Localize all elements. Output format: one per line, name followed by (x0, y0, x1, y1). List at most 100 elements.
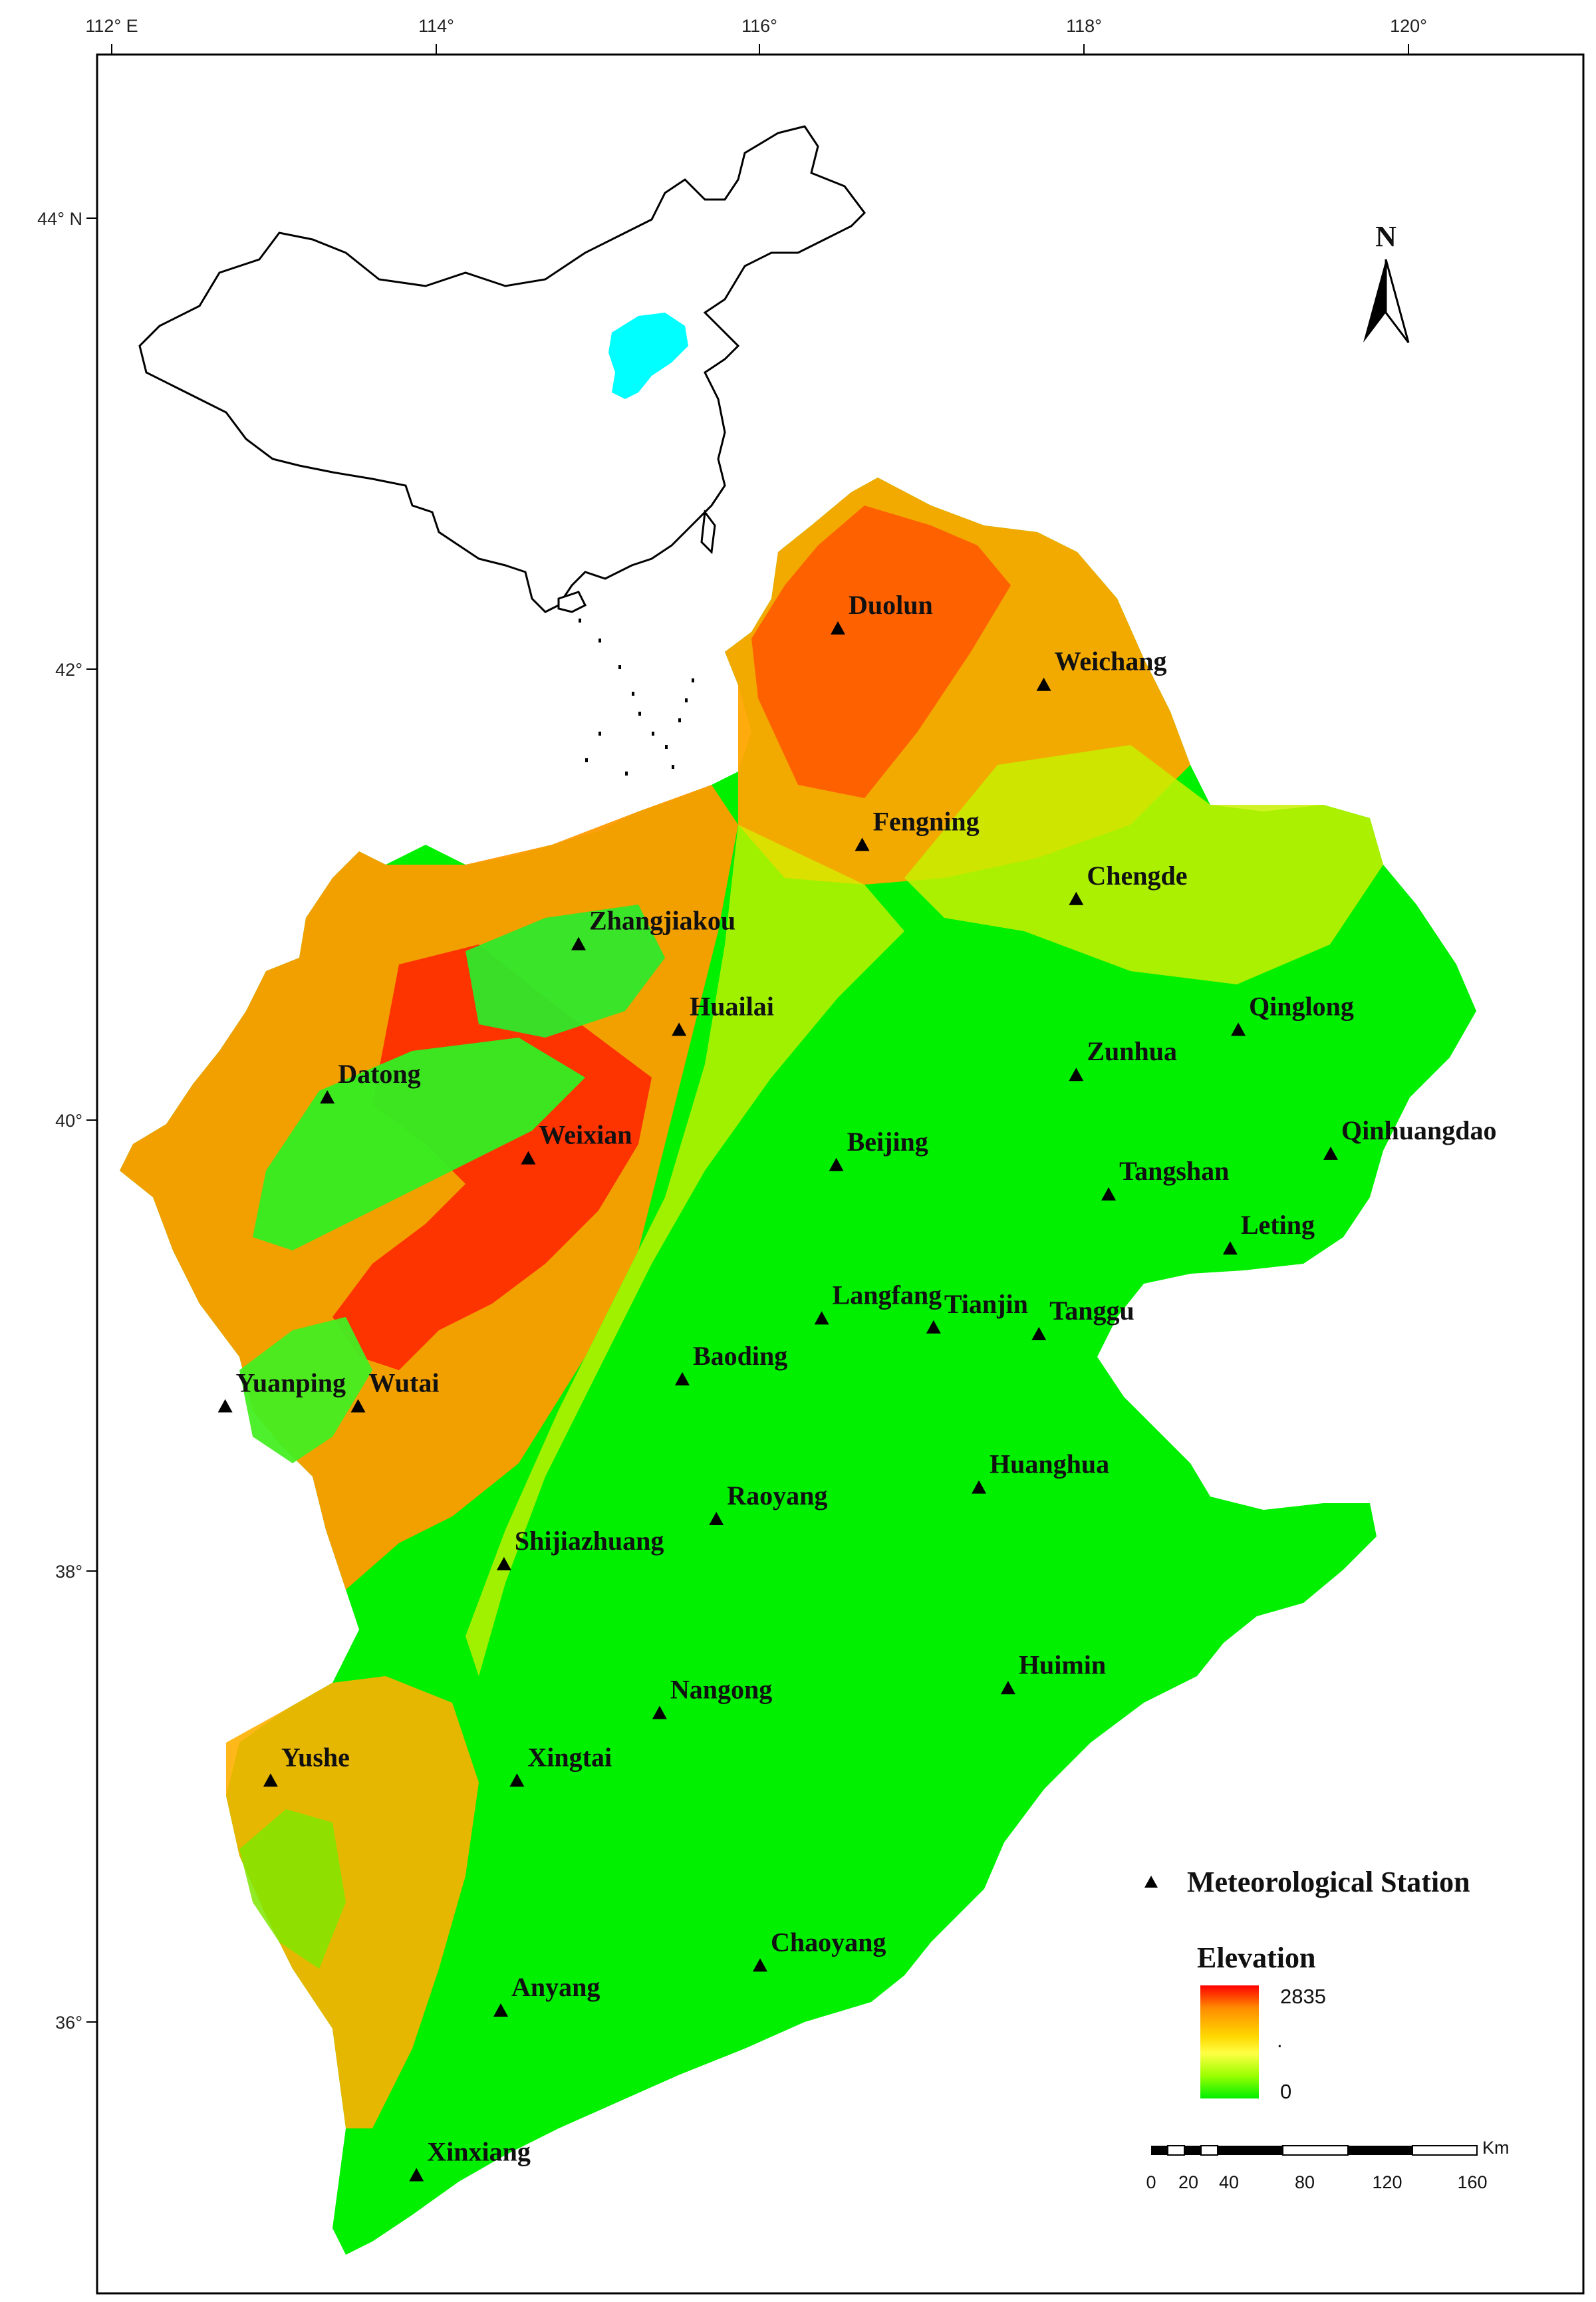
station-zhangjiakou: Zhangjiakou (571, 906, 735, 950)
elevation-raster (120, 478, 1476, 2255)
station-fengning: Fengning (855, 806, 980, 851)
scale-segment (1348, 2146, 1412, 2155)
station-raoyang: Raoyang (709, 1481, 827, 1526)
station-marker-icon (521, 1151, 536, 1165)
station-label: Datong (338, 1059, 420, 1089)
stations-layer: Duolun Weichang Fengning Chengde Zhangjiakou… (217, 590, 1496, 2182)
station-marker-icon (509, 1773, 525, 1787)
scale-segment (1151, 2146, 1168, 2155)
station-label: Duolun (849, 590, 933, 620)
scale-segment (1412, 2145, 1478, 2156)
scale-label: 40 (1219, 2172, 1239, 2192)
station-beijing: Beijing (829, 1127, 928, 1171)
station-label: Raoyang (727, 1481, 827, 1511)
station-label: Tianjin (944, 1289, 1028, 1319)
station-zunhua: Zunhua (1069, 1036, 1177, 1081)
station-weichang: Weichang (1036, 647, 1167, 691)
terrain-transition-ne (904, 745, 1383, 984)
elevation-color-ramp (1200, 1985, 1259, 2098)
station-label: Tanggu (1049, 1296, 1134, 1326)
scale-label: 120 (1372, 2172, 1402, 2192)
scale-segment (1200, 2145, 1218, 2156)
station-marker-icon (1231, 1022, 1246, 1036)
longitude-label: 114° (418, 16, 454, 36)
station-datong: Datong (320, 1059, 421, 1104)
station-label: Chaoyang (771, 1927, 886, 1957)
scale-segment (1282, 2145, 1349, 2156)
station-marker-icon (753, 1958, 767, 1972)
north-arrow-icon-right (1385, 259, 1410, 343)
latitude-label: 42° (55, 660, 82, 680)
longitude-labels: 112° E 114° 116° 118° 120° (85, 16, 1427, 36)
inset-study-area (608, 313, 688, 399)
north-arrow-icon (1363, 259, 1386, 343)
scale-label: 20 (1178, 2172, 1198, 2192)
station-huimin: Huimin (1000, 1650, 1106, 1695)
station-label: Xingtai (527, 1742, 612, 1772)
station-label: Shijiazhuang (515, 1526, 664, 1556)
station-qinglong: Qinglong (1231, 991, 1354, 1036)
longitude-label: 118° (1066, 16, 1102, 36)
station-shijiazhuang: Shijiazhuang (496, 1526, 664, 1570)
station-label: Anyang (511, 1972, 600, 2002)
station-huanghua: Huanghua (972, 1449, 1109, 1494)
station-marker-icon (1323, 1146, 1338, 1160)
terrain-peak-north (751, 505, 1011, 798)
legend: Meteorological Station Elevation 2835 . … (1144, 1866, 1470, 2103)
station-marker-icon (831, 621, 845, 635)
station-marker-icon (855, 837, 870, 851)
station-label: Langfang (833, 1280, 942, 1310)
station-marker-icon (1036, 677, 1051, 691)
map-frame (96, 53, 1585, 2295)
station-label: Huailai (690, 991, 774, 1021)
station-marker-icon (675, 1371, 690, 1385)
china-inset (138, 125, 866, 776)
station-label: Yushe (281, 1742, 350, 1772)
station-marker-icon (1069, 1068, 1084, 1081)
longitude-label: 120° (1390, 16, 1427, 36)
station-legend-label: Meteorological Station (1187, 1866, 1470, 1898)
terrain-yuanping-valley (239, 1317, 372, 1463)
station-marker-icon (493, 2003, 508, 2017)
station-nangong: Nangong (652, 1675, 772, 1719)
station-label: Yuanping (236, 1368, 346, 1398)
elevation-mid-dot: . (1277, 2029, 1283, 2052)
station-anyang: Anyang (493, 1972, 600, 2017)
scale-label: 0 (1146, 2172, 1156, 2192)
scale-bar: Km 0 20 40 80 120 160 (1146, 2138, 1509, 2192)
longitude-label: 116° (741, 16, 777, 36)
station-marker-icon (350, 1399, 366, 1413)
station-label: Zhangjiakou (589, 906, 735, 936)
graticule-ticks (86, 44, 1409, 2023)
north-arrow: N (1363, 220, 1410, 343)
station-marker-icon (672, 1022, 687, 1036)
station-label: Baoding (693, 1341, 787, 1371)
station-marker-icon (652, 1705, 667, 1719)
station-marker-icon (1069, 891, 1084, 905)
station-chaoyang: Chaoyang (753, 1927, 886, 1972)
station-xingtai: Xingtai (509, 1742, 612, 1787)
station-marker-icon (571, 936, 586, 950)
taiwan-island (700, 509, 716, 555)
station-label: Chengde (1087, 861, 1187, 891)
station-marker-icon (814, 1311, 829, 1325)
elevation-min-label: 0 (1280, 2080, 1291, 2103)
station-marker-icon (1031, 1327, 1047, 1341)
station-langfang: Langfang (814, 1280, 942, 1325)
station-tianjin: Tianjin (926, 1289, 1028, 1334)
station-weixian: Weixian (521, 1120, 632, 1165)
station-marker-icon (1222, 1241, 1238, 1255)
station-label: Weichang (1055, 647, 1167, 676)
scale-label: 160 (1457, 2172, 1487, 2192)
station-qinhuangdao: Qinhuangdao (1323, 1115, 1496, 1160)
station-marker-icon (926, 1320, 941, 1334)
station-tangshan: Tangshan (1101, 1156, 1229, 1201)
station-label: Qinglong (1249, 991, 1354, 1021)
station-marker-icon (829, 1157, 844, 1171)
station-leting: Leting (1222, 1210, 1315, 1255)
station-marker-icon (263, 1773, 278, 1787)
station-legend-icon (1144, 1876, 1158, 1888)
station-marker-icon (972, 1480, 987, 1494)
latitude-label: 44° N (37, 209, 82, 229)
